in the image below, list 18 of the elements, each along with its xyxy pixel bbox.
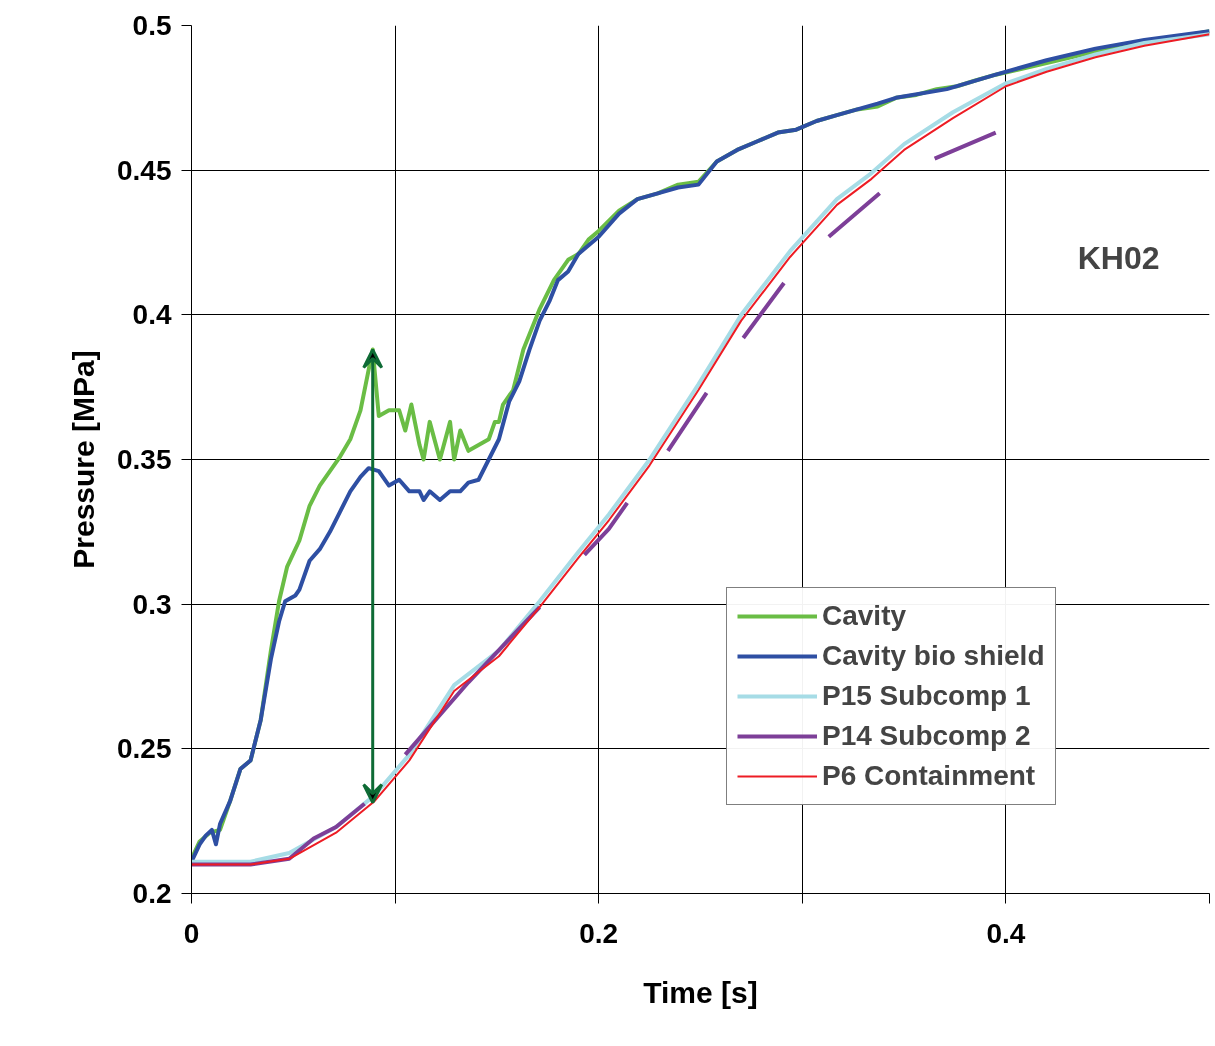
y-tick-label: 0.2 [132,878,172,909]
x-axis-title: Time [s] [643,975,758,1009]
legend-label: P15 Subcomp 1 [822,679,1031,713]
legend-label: P6 Containment [822,759,1036,793]
y-tick-label: 0.4 [132,299,172,331]
annotation: KH02 [1077,239,1160,276]
y-tick-label: 0.35 [117,444,172,475]
legend-label: Cavity [822,599,907,633]
x-tick-label: 0.4 [986,917,1026,949]
y-tick-label: 0.3 [132,588,172,620]
y-tick-label: 0.45 [117,154,172,186]
legend-label: P14 Subcomp 2 [822,719,1031,753]
x-tick-label: 0.2 [579,917,619,949]
y-axis-title: Pressure [MPa] [67,350,100,569]
legend-label: Cavity bio shield [822,639,1045,673]
y-tick-label: 0.25 [117,733,172,765]
y-tick-label: 0.5 [132,10,172,41]
x-tick-label: 0 [183,917,200,949]
